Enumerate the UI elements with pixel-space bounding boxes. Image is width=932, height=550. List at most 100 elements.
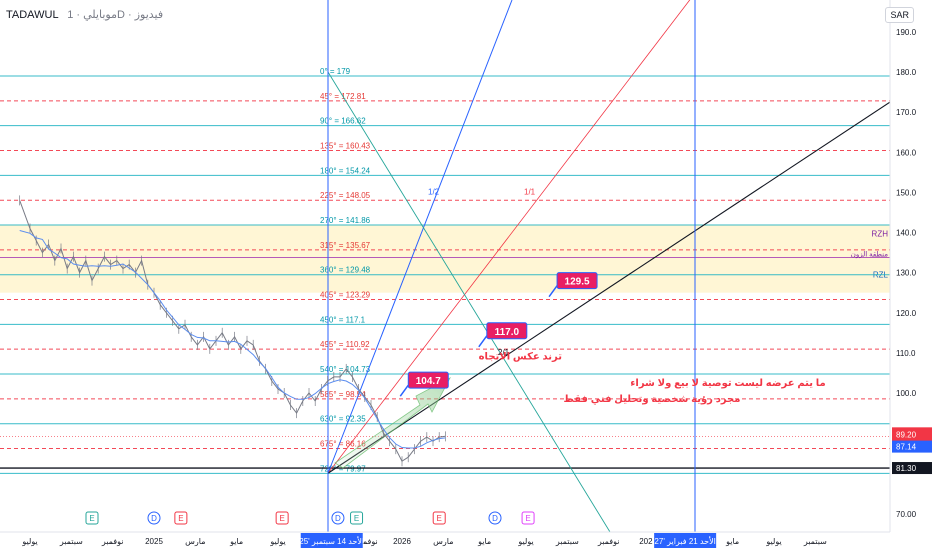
gann-fan-group [327, 0, 890, 532]
earnings-marker[interactable] [432, 511, 446, 525]
price-axis-tick: 160.0 [896, 148, 917, 157]
event-marker-text: E [279, 514, 284, 523]
gann-level-label: 630° = 92.35 [320, 415, 366, 424]
gann-level-label: 675° = 86.16 [320, 440, 366, 449]
event-marker-text: E [178, 514, 183, 523]
gann-level-label: 405° = 123.29 [320, 291, 371, 300]
time-axis-label: مارس [433, 537, 453, 546]
gann-level-label: 450° = 117.1 [320, 315, 366, 324]
price-axis-tick: 100.0 [896, 389, 917, 398]
target-badge-text: 117.0 [495, 327, 520, 338]
time-axis-label: نوفمبر [101, 537, 124, 546]
date-badge[interactable] [654, 533, 717, 548]
dividend-marker[interactable] [147, 511, 161, 525]
time-axis-label: نوفمبر [597, 537, 620, 546]
event-marker-text: D [335, 514, 341, 523]
earnings-marker[interactable] [350, 511, 364, 525]
price-axis-tick: 70.00 [896, 510, 917, 519]
gann-level-label: 315° = 135.67 [320, 241, 371, 250]
low-price-tag[interactable] [892, 462, 932, 475]
ma-price-text: 87.14 [896, 443, 917, 452]
time-axis-label: مايو [725, 537, 739, 546]
target-badge[interactable] [486, 322, 528, 340]
dividend-marker[interactable] [488, 511, 502, 525]
date-badge-text: الأحد 14 سبتمبر '25 [299, 536, 364, 546]
event-marker-text: E [354, 514, 359, 523]
low-price-text: 81.30 [896, 464, 917, 473]
time-axis-label: يوليو [21, 537, 37, 546]
time-axis-label: 202 [639, 537, 653, 546]
target-badge-text: 104.7 [416, 376, 441, 387]
disclaimer-line-2: مجرد رؤية شخصية وتحليل فني فقط [564, 394, 741, 405]
gann-level-label: 135° = 160.43 [320, 142, 371, 151]
target-pointer [478, 335, 488, 348]
event-marker-text: D [492, 514, 498, 523]
zone-label: منطقة الزون [851, 252, 889, 259]
price-axis-tick: 170.0 [896, 108, 917, 117]
price-axis-tick: 150.0 [896, 188, 917, 197]
price-axis-tick: 120.0 [896, 309, 917, 318]
time-axis-label: نوفمبر [355, 537, 378, 546]
date-badge[interactable] [300, 533, 363, 548]
event-marker-text: E [89, 514, 94, 523]
last-price-text: 89.20 [896, 430, 917, 439]
time-axis-label: مايو [477, 537, 491, 546]
earnings-marker[interactable] [275, 511, 289, 525]
earnings-marker[interactable] [521, 511, 535, 525]
fan-line-two [327, 101, 890, 474]
symbol-name[interactable]: TADAWUL [6, 9, 59, 21]
event-marker-text: D [151, 514, 157, 523]
moving-average-line [19, 230, 446, 449]
price-axis-tick: 130.0 [896, 269, 917, 278]
gann-level-label: 495° = 110.92 [320, 340, 370, 349]
time-axis-label: سبتمبر [803, 537, 827, 546]
date-badge-text: الأحد 21 فبراير '27 [654, 536, 715, 546]
dividend-marker[interactable] [331, 511, 345, 525]
target-pointer [548, 285, 558, 298]
gann-level-label: 225° = 148.05 [320, 191, 371, 200]
price-axis-tick: 110.0 [896, 349, 916, 358]
disclaimer-line-1: ما يتم عرضه ليست توصية لا بيع ولا شراء [630, 378, 825, 389]
gann-level-label: 180° = 154.24 [320, 166, 371, 175]
price-axis-tick: 190.0 [896, 28, 917, 37]
time-axis-label: سبتمبر [59, 537, 83, 546]
fan-label-one: 1/1 [524, 187, 536, 196]
gann-level-label: 90° = 166.62 [320, 117, 366, 126]
zone-band [0, 224, 890, 293]
earnings-marker[interactable] [85, 511, 99, 525]
zone-rzh-label: RZH [872, 230, 889, 239]
time-axis-label: 2025 [145, 537, 163, 546]
target-pointer [399, 384, 409, 397]
time-axis-label: يوليو [269, 537, 285, 546]
target-badge[interactable] [407, 371, 449, 389]
currency-badge[interactable]: SAR [885, 7, 914, 23]
fan-line-half [327, 0, 513, 474]
trend-arrow [334, 377, 451, 469]
chart-header: TADAWUL موبايلي · 1D · فيديوز [6, 8, 163, 21]
gann-level-label: 585° = 98.54 [320, 390, 366, 399]
time-axis-label: مارس [185, 537, 205, 546]
target-badge[interactable] [556, 272, 598, 290]
gann-level-label: 360° = 129.48 [320, 266, 371, 275]
symbol-subtitle: موبايلي · 1D · فيديوز [67, 9, 164, 21]
fan-line-descending [327, 71, 611, 532]
ma-price-tag[interactable] [892, 440, 932, 453]
time-axis-label: يوليو [765, 537, 781, 546]
target-badge-text: 129.5 [565, 277, 590, 288]
fan-label-half: 1/2 [428, 187, 440, 196]
fan-line-one [327, 0, 691, 474]
fan-label-two: 2/1 [498, 348, 510, 357]
price-axis-tick: 180.0 [896, 68, 917, 77]
gann-level-label: 720° = 79.97 [320, 464, 366, 473]
time-axis-label: 2026 [393, 537, 411, 546]
event-marker-text: E [525, 514, 530, 523]
gann-level-label: 0° = 179 [320, 67, 351, 76]
earnings-marker[interactable] [174, 511, 188, 525]
time-axis-label: سبتمبر [555, 537, 579, 546]
price-axis-tick: 140.0 [896, 229, 917, 238]
time-axis-label: مايو [229, 537, 243, 546]
event-marker-text: E [437, 514, 442, 523]
reversal-annotation: ترند عكس الاتجاه [479, 352, 563, 363]
